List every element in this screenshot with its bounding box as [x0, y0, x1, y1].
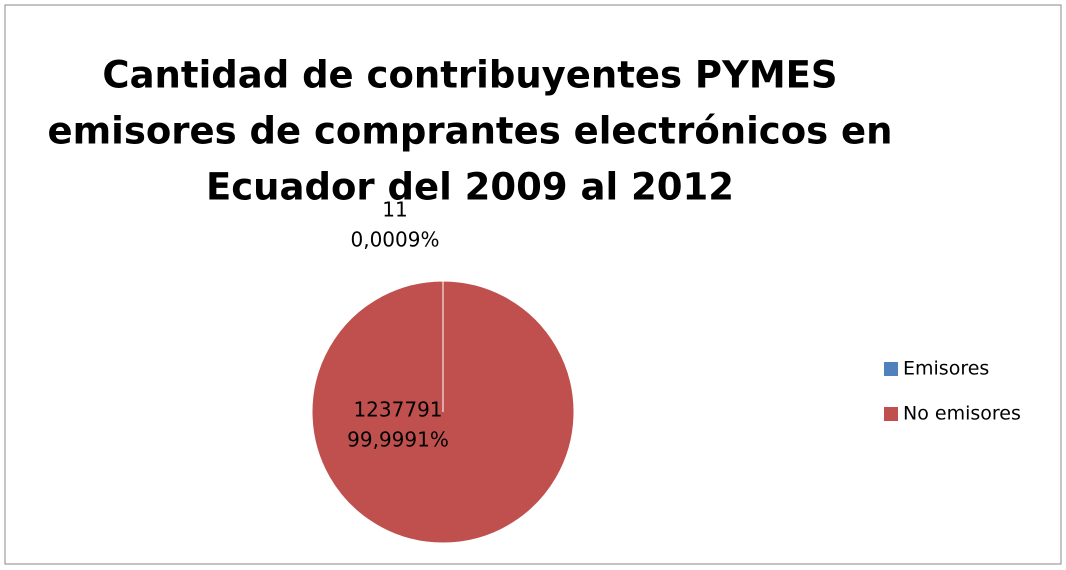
chart-title: emisores de comprantes electrónicos en [48, 110, 893, 153]
data-label: 0,0009% [351, 228, 440, 252]
legend-label: Emisores [903, 358, 989, 380]
chart-title: Ecuador del 2009 al 2012 [206, 166, 734, 209]
data-label: 1237791 [353, 398, 442, 422]
pie-slice [311, 280, 575, 544]
data-label: 11 [382, 198, 407, 222]
legend-label: No emisores [903, 403, 1021, 425]
chart-title: Cantidad de contribuyentes PYMES [102, 54, 837, 97]
legend-swatch [884, 407, 898, 421]
data-label: 99,9991% [347, 428, 449, 452]
legend-swatch [884, 362, 898, 376]
